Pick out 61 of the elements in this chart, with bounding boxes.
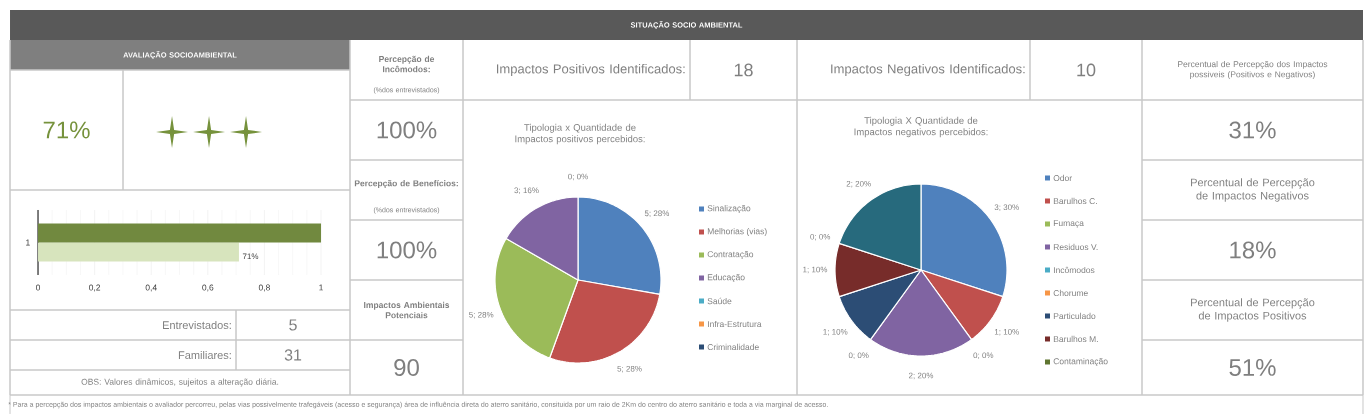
text: 18% (1230, 241, 1276, 259)
text: 0; 0% (848, 352, 869, 360)
x-tick-label: 0,6 (202, 284, 214, 292)
text: 71% (43, 121, 90, 139)
legend-label: Criminalidade (707, 343, 759, 351)
chart-title: Tipologia x Quantidade de Impactos positivos percebidos: (515, 123, 645, 145)
text: 0; 0% (810, 233, 831, 241)
legend-label: Odor (1053, 174, 1072, 182)
text: 5 (289, 319, 297, 331)
legend-label: Barulhos M. (1053, 335, 1098, 343)
text: Entrevistados: (163, 320, 231, 330)
text: OBS: Valores dinâmicos, sujeitos a alteração diária. (81, 378, 279, 387)
chart-title: Tipologia X Quantidade de Impactos negativos percebidos: (854, 116, 988, 138)
text: 100% (377, 121, 437, 139)
text: 10 (1077, 63, 1096, 77)
text: 51% (1229, 359, 1276, 376)
data-label: 5; 28% (469, 311, 494, 319)
legend-label: Educação (707, 274, 745, 282)
text: 90 (394, 359, 419, 376)
data-label: 1; 10% (803, 266, 828, 274)
data-label: 3; 30% (994, 204, 1019, 211)
legend-label: Residuos V. (1053, 243, 1098, 251)
legend-label: Contaminação (1053, 358, 1108, 366)
data-label: 5; 28% (617, 365, 642, 373)
legend-label: Incômodos (1053, 266, 1095, 274)
legend-label: Barulhos C. (1053, 197, 1097, 205)
data-label: 5; 28% (644, 210, 670, 218)
data-label: 1; 10% (994, 329, 1019, 336)
legend-label: Chorume (1053, 289, 1088, 297)
legend-label: Sinalização (707, 205, 751, 213)
text: 0; 0% (568, 173, 588, 181)
data-label: 3; 16% (514, 187, 539, 195)
x-tick-label: 0,2 (89, 284, 101, 292)
text: 31 (284, 349, 302, 361)
text: Familiares: (178, 350, 231, 360)
data-label: 1; 10% (823, 329, 848, 336)
text: 18 (734, 63, 753, 77)
text: Percepção de Benefícios: (354, 179, 458, 188)
text: 31% (1229, 121, 1276, 139)
legend-label: Saúde (707, 297, 732, 305)
text: 0; 0% (973, 352, 994, 360)
legend-label: Contratação (707, 251, 754, 259)
data-label: 2; 20% (846, 180, 871, 188)
text: Percentual de Percepção de Impactos Positivos (1191, 298, 1315, 322)
data-label: 2; 20% (908, 372, 934, 380)
text: 100% (377, 241, 437, 259)
x-tick-label: 0 (35, 284, 41, 291)
x-tick-label: 0,4 (145, 284, 157, 292)
legend-label: Melhorias (vias) (707, 228, 767, 236)
text: Impactos Ambientais Potenciais (364, 301, 450, 319)
text: Percentual de Percepção dos Impactos possiveis (Positivos e Negativos) (1178, 60, 1328, 80)
legend-label: Fumaça (1053, 220, 1084, 228)
legend-label: Particulado (1053, 312, 1096, 320)
x-tick-label: 0,8 (258, 284, 270, 292)
text: Percepção de Incômodos: (379, 55, 435, 73)
legend-label: Infra-Estrutura (707, 320, 762, 328)
text: Percentual de Percepção de Impactos Negativos (1191, 178, 1315, 202)
x-tick-label: 1 (319, 284, 323, 291)
text: Impactos Positivos Identificados: (496, 63, 685, 77)
text: Impactos Negativos Identificados: (831, 63, 1025, 77)
data-label: 71% (242, 253, 259, 260)
